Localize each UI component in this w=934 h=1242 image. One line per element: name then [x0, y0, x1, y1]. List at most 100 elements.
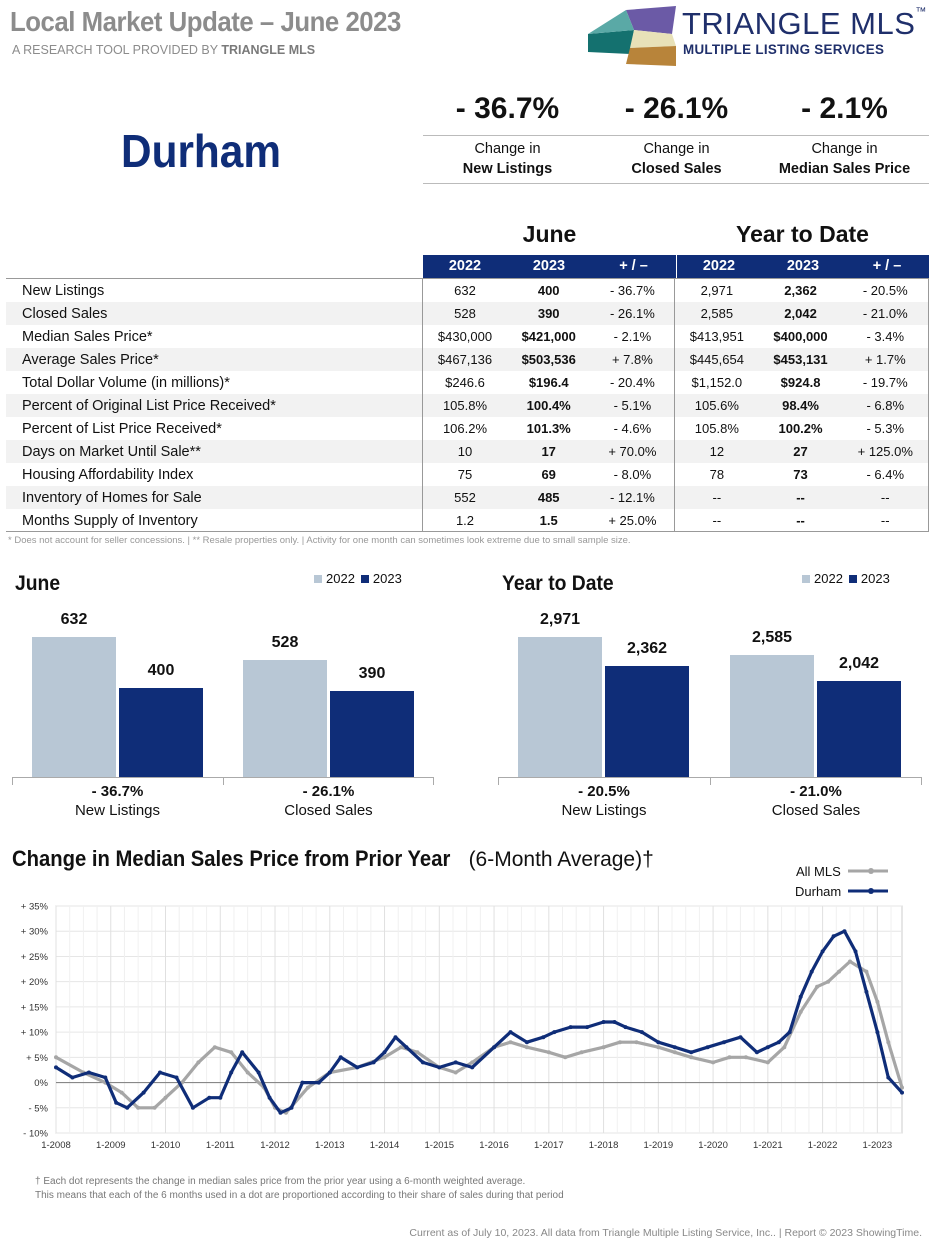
line-point: [196, 1060, 201, 1065]
cell-june-2023: 17: [506, 440, 591, 463]
cell-ytd-change: + 1.7%: [842, 348, 929, 371]
cell-ytd-change: + 125.0%: [842, 440, 929, 463]
line-point: [618, 1040, 622, 1045]
cell-ytd-2023: --: [758, 486, 843, 509]
x-tick-label: 1-2022: [808, 1140, 838, 1151]
table-row: Days on Market Until Sale** 10 17 + 70.0% 12…: [6, 440, 929, 463]
bar-value-label: 2,042: [838, 655, 880, 672]
cell-june-2023: 400: [537, 283, 560, 298]
line-point: [114, 1100, 119, 1105]
line-point: [245, 1070, 250, 1075]
cell-june-change: + 7.8%: [590, 348, 675, 371]
line-point: [399, 1045, 403, 1050]
bar-value-label: 2,971: [539, 611, 581, 628]
line-point: [207, 1095, 212, 1100]
x-tick-label: 1-2018: [589, 1140, 619, 1151]
bar-value-label: 400: [147, 662, 175, 679]
line-point: [765, 1060, 770, 1065]
table-row: Average Sales Price* $467,136 $503,536 + 7.…: [6, 348, 929, 371]
x-tick-label: 1-2023: [863, 1140, 893, 1151]
line-point: [782, 1045, 787, 1050]
cell-june-2023: $196.4: [528, 375, 569, 390]
line-point: [831, 934, 836, 939]
cell-ytd-2022: 12: [674, 440, 759, 463]
line-point: [798, 994, 803, 999]
line-point: [563, 1055, 568, 1060]
col-header: 2023: [532, 258, 566, 274]
bar-chart-title: June: [15, 572, 61, 595]
x-tick-label: 1-2016: [479, 1140, 509, 1151]
line-point: [289, 1105, 294, 1110]
line-point: [853, 949, 858, 954]
bar-group-label: - 21.0% Closed Sales: [771, 783, 861, 819]
table-group-june: June: [522, 221, 577, 247]
line-point: [568, 1025, 573, 1030]
line-point: [256, 1070, 261, 1075]
line-point: [174, 1075, 179, 1080]
x-tick-label: 1-2011: [206, 1140, 235, 1151]
bar-2023-new-listings: [119, 688, 203, 777]
kpi-label: Change in Closed Sales: [631, 141, 722, 177]
line-point: [229, 1070, 234, 1075]
cell-june-2022: 632: [422, 279, 507, 302]
bar-2023-new-listings: [605, 666, 689, 777]
table-top-rule: [6, 278, 929, 279]
line-point: [470, 1065, 475, 1070]
bar-2023-closed-sales: [817, 681, 901, 777]
cell-june-change: - 36.7%: [609, 283, 655, 298]
line-point: [848, 959, 852, 964]
line-point: [601, 1045, 606, 1050]
line-point: [886, 1075, 891, 1080]
bar-value-label: 632: [60, 611, 88, 628]
cell-june-2023: 390: [506, 302, 591, 325]
col-header: 2022: [448, 258, 482, 274]
x-tick-label: 1-2017: [534, 1140, 564, 1151]
line-point: [453, 1070, 458, 1075]
line-point: [371, 1060, 376, 1065]
y-tick-label: + 25%: [21, 952, 49, 963]
line-point: [743, 1055, 748, 1060]
cell-ytd-2022: $1,152.0: [674, 371, 759, 394]
line-point: [754, 1050, 759, 1055]
row-label: Months Supply of Inventory: [22, 512, 198, 529]
table-row: Inventory of Homes for Sale 552 485- 12.1%…: [6, 486, 929, 509]
cell-ytd-2022: 2,585: [674, 302, 759, 325]
bar-chart-legend: 2022 2023: [802, 571, 890, 586]
line-point: [524, 1045, 529, 1050]
y-tick-label: - 10%: [23, 1129, 48, 1140]
bar-group-label: - 20.5% New Listings: [561, 783, 647, 819]
cell-ytd-2022: --: [674, 509, 759, 532]
cell-june-2022: 106.2%: [422, 417, 507, 440]
line-point: [382, 1055, 387, 1060]
table-row: Housing Affordability Index 75 69 - 8.0% 78 7…: [6, 463, 929, 486]
bar-value-label: 2,362: [626, 640, 668, 657]
line-point: [70, 1075, 75, 1080]
bar-2023-closed-sales: [330, 691, 414, 777]
line-point: [119, 1090, 124, 1095]
line-point: [672, 1050, 677, 1055]
line-point: [453, 1060, 458, 1065]
bar-chart-june: 632 400 - 36.7% New Listings 528 390 - 26.1% Cl…: [12, 600, 434, 830]
cell-ytd-change: - 5.3%: [842, 417, 929, 440]
line-legend-keys: [848, 868, 888, 894]
table-row: Months Supply of Inventory 1.2 1.5 + 25.0% -…: [6, 509, 929, 532]
legend-swatch-2022: [802, 574, 810, 583]
line-point: [327, 1070, 332, 1075]
row-label: Percent of Original List Price Received*: [6, 394, 423, 417]
line-point: [163, 1095, 168, 1100]
bar-group-label: - 26.1% Closed Sales: [284, 783, 373, 819]
legend-swatch-2022: [314, 574, 322, 583]
y-tick-label: - 5%: [28, 1103, 48, 1114]
line-point: [382, 1050, 387, 1055]
cell-june-2022: 528: [422, 302, 507, 325]
line-point: [218, 1095, 223, 1100]
logo-tagline: MULTIPLE LISTING SERVICES: [683, 42, 885, 57]
line-point: [103, 1075, 108, 1080]
cell-ytd-2022: $413,951: [674, 325, 759, 348]
cell-ytd-change: - 3.4%: [842, 325, 929, 348]
y-tick-label: + 5%: [26, 1053, 48, 1064]
line-point: [152, 1105, 157, 1110]
cell-june-2023: 1.5: [539, 513, 558, 528]
cell-ytd-change: - 6.4%: [842, 463, 929, 486]
table-row: Percent of Original List Price Received*…: [6, 394, 929, 417]
